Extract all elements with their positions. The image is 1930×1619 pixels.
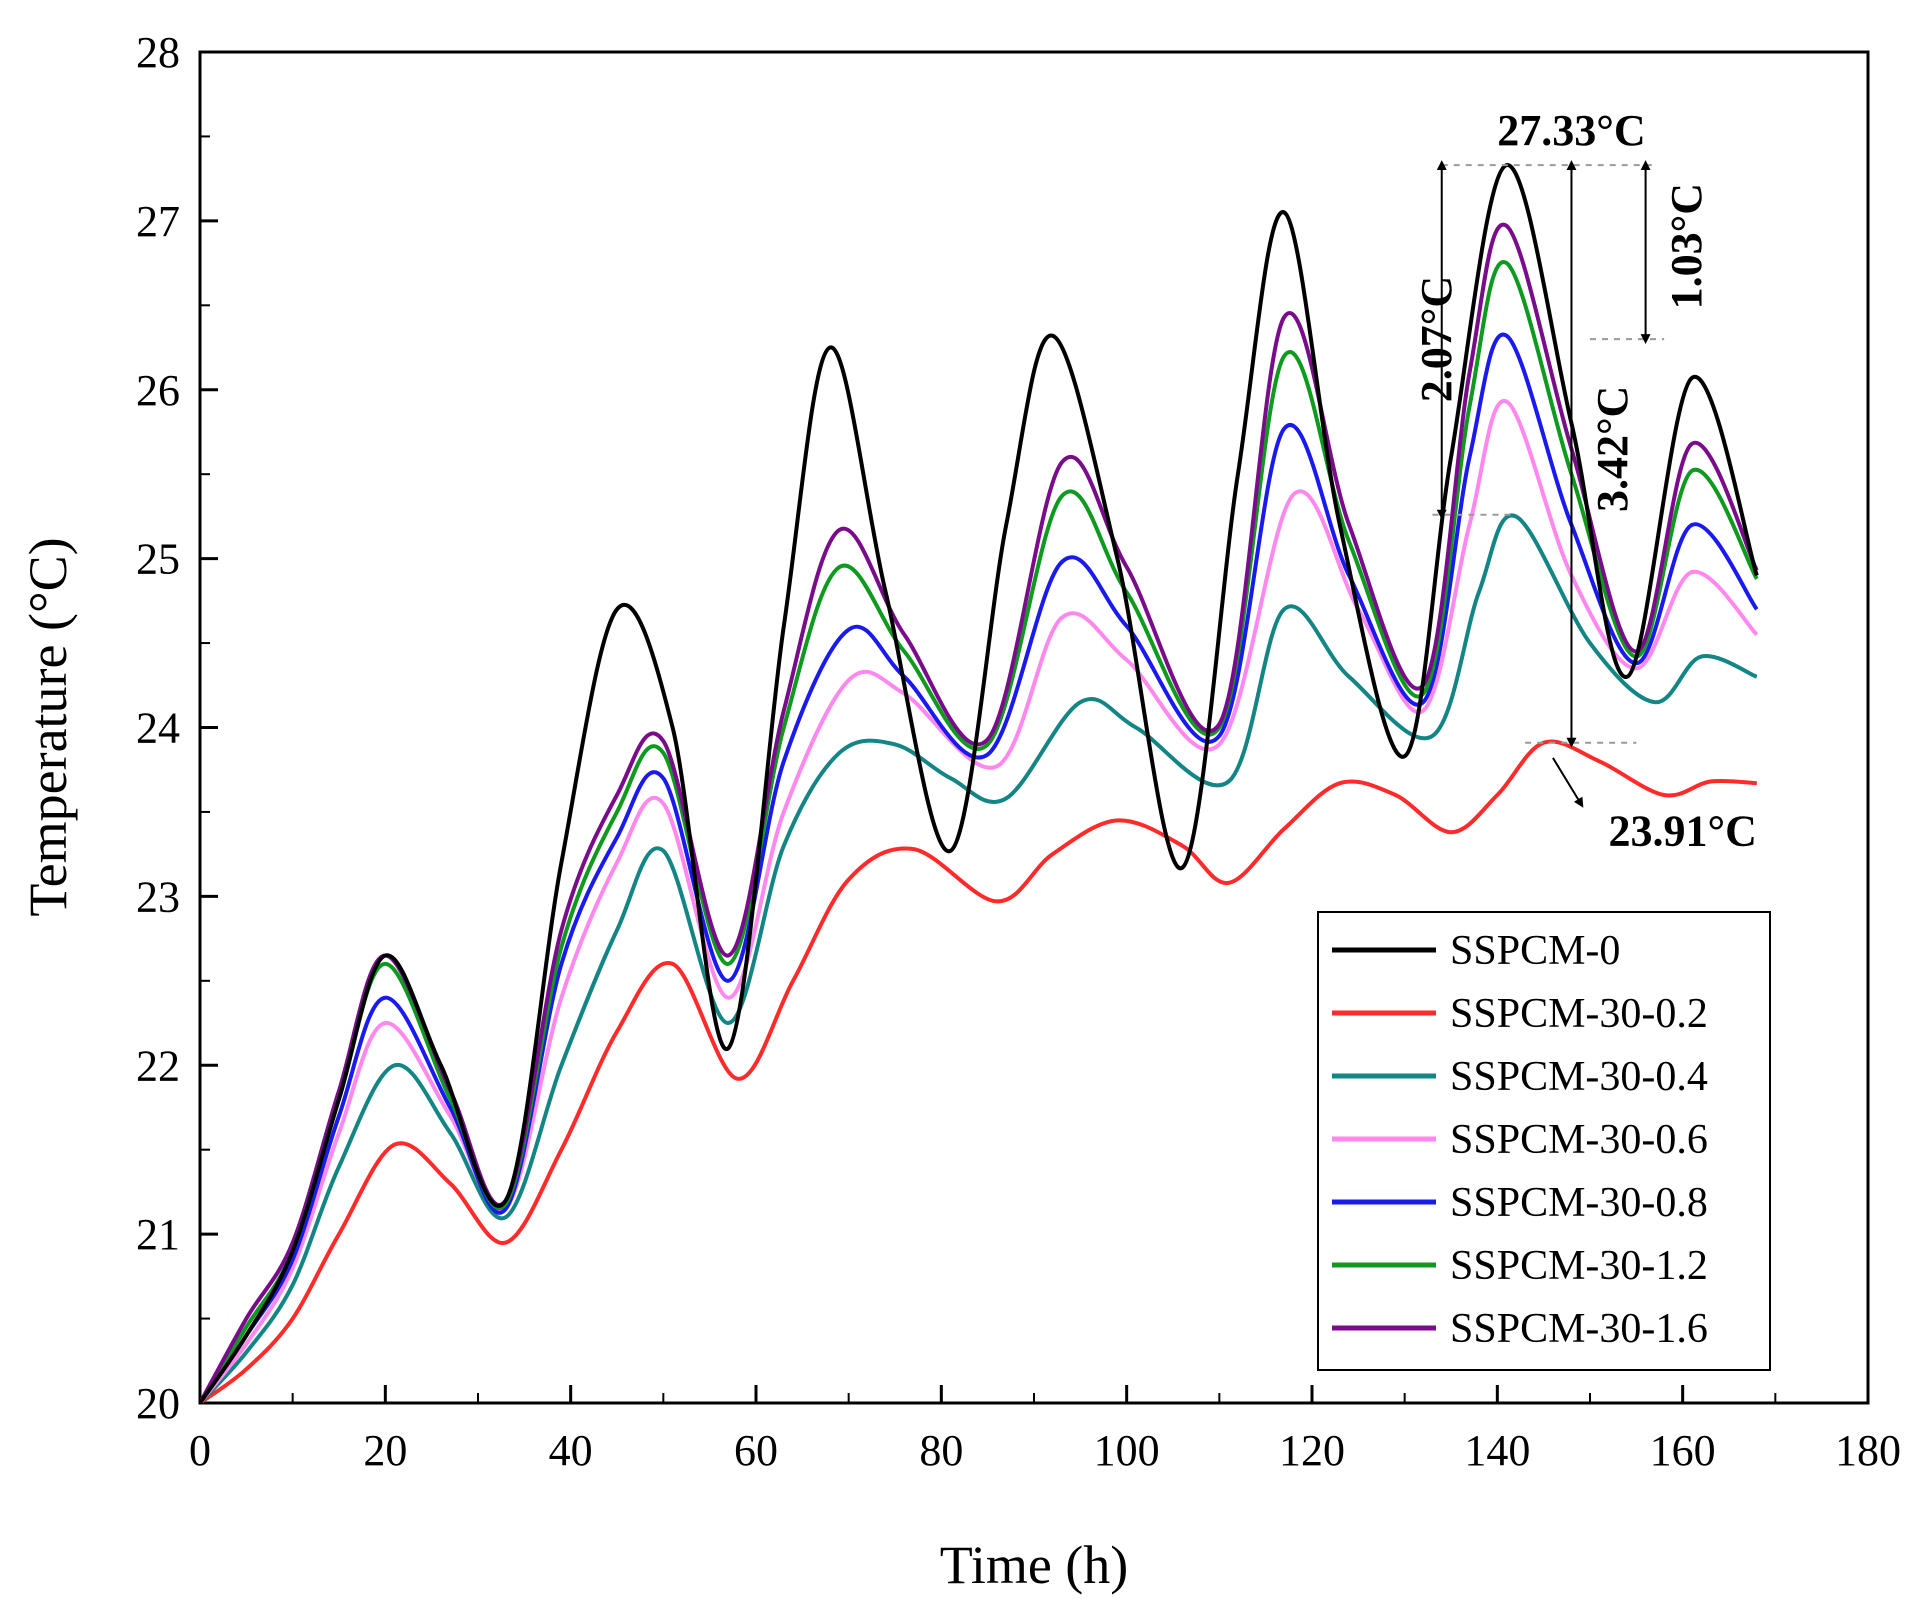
x-tick-label: 140 — [1464, 1426, 1530, 1475]
x-tick-label: 100 — [1094, 1426, 1160, 1475]
x-tick-label: 60 — [734, 1426, 778, 1475]
x-tick-label: 20 — [363, 1426, 407, 1475]
x-axis-title: Time (h) — [940, 1535, 1129, 1595]
annotation-peak-temp: 27.33°C — [1497, 106, 1645, 155]
annotation-1-03: 1.03°C — [1662, 183, 1711, 309]
legend-label: SSPCM-30-0.8 — [1450, 1180, 1708, 1226]
y-tick-label: 27 — [136, 197, 180, 246]
y-tick-label: 24 — [136, 704, 180, 753]
series-line-sspcm-0 — [200, 163, 1759, 1403]
legend-label: SSPCM-30-1.2 — [1450, 1243, 1708, 1289]
series-line-sspcm-30-0.2 — [200, 739, 1757, 1403]
x-tick-label: 160 — [1650, 1426, 1716, 1475]
annotation-2-07: 2.07°C — [1412, 276, 1461, 402]
legend-label: SSPCM-30-0.6 — [1450, 1117, 1708, 1163]
x-tick-label: 180 — [1835, 1426, 1901, 1475]
x-tick-label: 80 — [919, 1426, 963, 1475]
y-tick-label: 28 — [136, 28, 180, 77]
axis-ticks: 0 20 40 60 80 100 120 140 160 1802021222324252627… — [136, 28, 1901, 1475]
legend-label: SSPCM-0 — [1450, 928, 1620, 974]
series-lines — [200, 163, 1759, 1403]
legend-label: SSPCM-30-0.4 — [1450, 1054, 1708, 1100]
series-line-sspcm-30-0.8 — [200, 332, 1759, 1403]
series-line-sspcm-30-0.6 — [200, 399, 1759, 1403]
legend: SSPCM-0 SSPCM-30-0.2 SSPCM-30-0.4 SSPCM-30-… — [1317, 911, 1771, 1371]
y-tick-label: 26 — [136, 366, 180, 415]
y-tick-label: 21 — [136, 1210, 180, 1259]
annotation-min-peak: 23.91°C — [1609, 807, 1757, 856]
y-tick-label: 20 — [136, 1379, 180, 1428]
y-tick-label: 23 — [136, 872, 180, 921]
legend-label: SSPCM-30-1.6 — [1450, 1306, 1708, 1352]
x-tick-label: 0 — [189, 1426, 211, 1475]
legend-label: SSPCM-30-0.2 — [1450, 991, 1708, 1037]
series-line-sspcm-30-0.4 — [200, 513, 1758, 1403]
x-tick-label: 120 — [1279, 1426, 1345, 1475]
annotation-3-42: 3.42°C — [1588, 386, 1637, 512]
y-tick-label: 25 — [136, 535, 180, 584]
y-axis-title: Temperature (°C) — [18, 537, 78, 916]
arrow-23-91 — [1552, 757, 1584, 808]
annotations: 27.33°C 2.07°C 1.03°C 3.42°C 23.91°C — [1412, 106, 1757, 856]
x-tick-label: 40 — [549, 1426, 593, 1475]
y-tick-label: 22 — [136, 1041, 180, 1090]
